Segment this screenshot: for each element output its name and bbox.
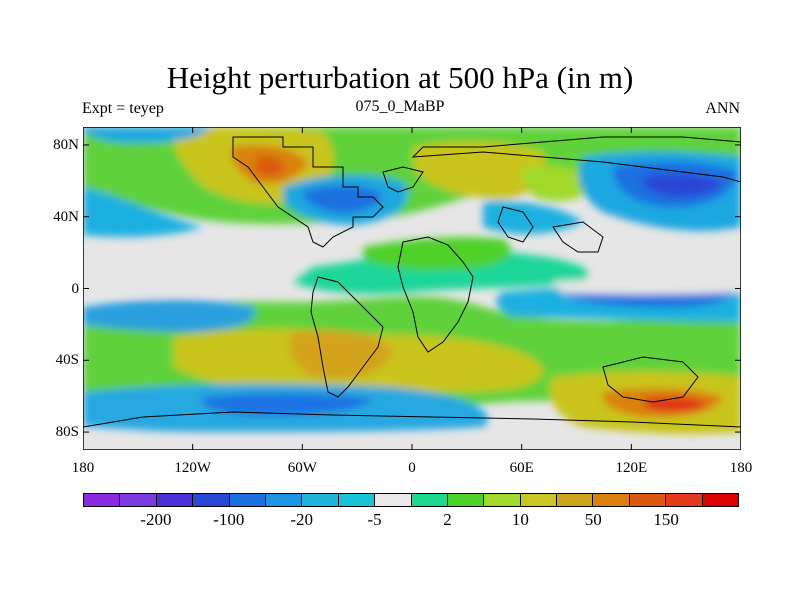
colorbar-label: 2	[443, 510, 452, 529]
colorbar-swatch	[265, 494, 303, 506]
lon-tick-label: 180	[729, 460, 753, 476]
colorbar-swatch	[702, 494, 739, 506]
lat-tick-label: 80S	[55, 424, 79, 441]
colorbar-swatch	[557, 494, 594, 506]
case-label: 075_0_MaBP	[355, 98, 445, 115]
colorbar-label: 10	[511, 510, 529, 529]
lat-tick-label: 80N	[53, 136, 79, 153]
colorbar-swatch	[338, 494, 376, 506]
map-svg	[82, 127, 742, 450]
colorbar-label: 150	[653, 510, 679, 529]
lon-tick-label: 120E	[615, 460, 648, 476]
lon-tick-label: 60W	[287, 460, 317, 476]
lat-tick-label: 40N	[53, 208, 79, 225]
lon-tick-label: 120W	[174, 460, 211, 476]
season-label: ANN	[705, 100, 740, 117]
colorbar-swatch	[411, 494, 448, 506]
colorbar-label: 50	[584, 510, 602, 529]
plot-title: Height perturbation at 500 hPa (in m)	[166, 60, 634, 95]
colorbar-swatch	[229, 494, 266, 506]
lon-tick-label: 180	[71, 460, 95, 476]
colorbar-swatch	[156, 494, 194, 506]
map-panel	[82, 127, 742, 450]
colorbar-label: -20	[290, 510, 313, 529]
colorbar-swatch	[375, 494, 412, 506]
lon-tick-label: 60E	[509, 460, 534, 476]
lat-tick-label: 40S	[55, 352, 79, 369]
contour-fill	[83, 127, 741, 435]
colorbar-label: -100	[213, 510, 245, 529]
colorbar-label: -200	[140, 510, 172, 529]
colorbar-swatch	[520, 494, 558, 506]
colorbar-swatch	[84, 494, 121, 506]
lat-tick-label: 0	[71, 280, 80, 297]
colorbar	[83, 493, 739, 507]
colorbar-swatch	[193, 494, 230, 506]
colorbar-swatch	[120, 494, 157, 506]
colorbar-swatch	[666, 494, 703, 506]
lon-tick-label: 0	[408, 460, 416, 476]
colorbar-swatch	[593, 494, 630, 506]
map-ticks	[82, 127, 742, 450]
coastlines	[83, 136, 741, 450]
colorbar-swatch	[302, 494, 339, 506]
colorbar-swatch	[484, 494, 521, 506]
experiment-label: Expt = teyep	[82, 100, 164, 117]
colorbar-swatch	[447, 494, 485, 506]
colorbar-swatch	[629, 494, 667, 506]
colorbar-label: -5	[367, 510, 382, 529]
